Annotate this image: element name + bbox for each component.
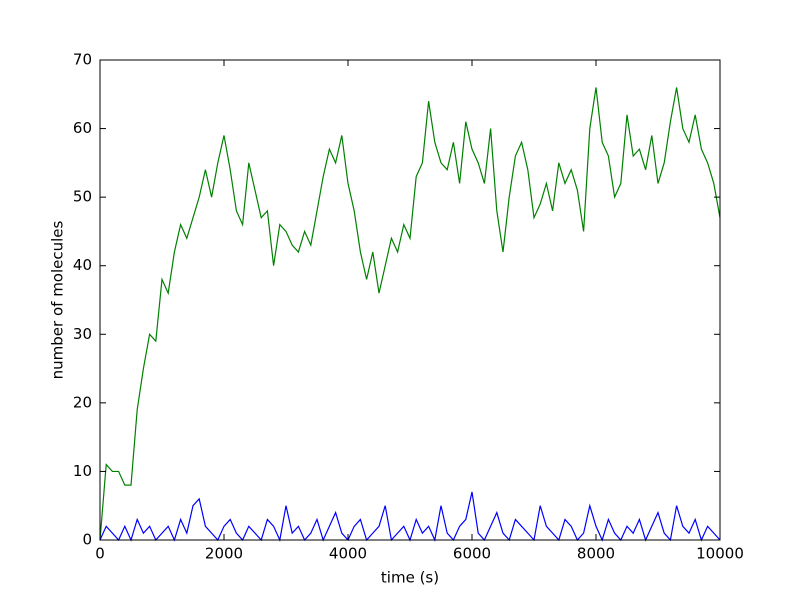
x-tick-label: 2000 [205,545,243,563]
y-tick-label: 30 [73,325,92,343]
y-tick-label: 20 [73,393,92,411]
y-tick-label: 0 [82,531,92,549]
y-tick-label: 60 [73,119,92,137]
y-tick-label: 40 [73,256,92,274]
x-tick-label: 4000 [329,545,367,563]
x-tick-label: 8000 [577,545,615,563]
plot-frame [99,59,721,541]
x-tick-label: 6000 [453,545,491,563]
data-line [99,87,721,541]
x-tick-label: 0 [95,545,105,563]
y-tick-label: 50 [73,188,92,206]
y-tick-label: 10 [73,462,92,480]
y-axis-label: number of molecules [49,220,67,379]
y-tick-label: 70 [73,51,92,69]
x-tick-label: 10000 [696,545,744,563]
x-axis-label: time (s) [381,569,439,587]
